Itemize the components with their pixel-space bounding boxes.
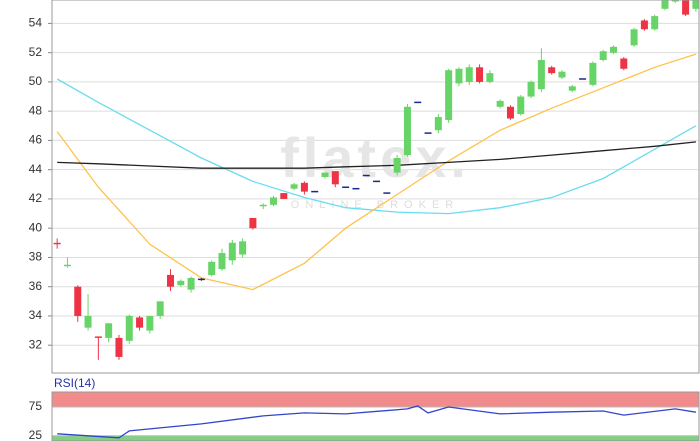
candle-body: [568, 86, 576, 91]
y-tick-label: 25: [29, 428, 43, 441]
rsi-line: [57, 405, 697, 439]
candle-body: [620, 58, 628, 69]
candle-body: [228, 242, 236, 261]
y-tick-label: 46: [29, 133, 43, 147]
watermark-tagline: ONLINE BROKER: [291, 199, 459, 211]
y-tick-label: 36: [29, 279, 43, 293]
candle-body: [94, 336, 102, 338]
candle-body: [527, 81, 535, 97]
y-tick-label: 42: [29, 191, 43, 205]
candle-body: [74, 286, 82, 316]
candle-body: [156, 301, 164, 316]
candle-body: [506, 106, 514, 119]
candle-body: [187, 277, 195, 290]
candle-body: [300, 182, 308, 192]
candle-body: [537, 59, 545, 90]
y-tick-label: 40: [29, 220, 43, 234]
y-tick-label: 32: [29, 337, 43, 351]
candle-body: [403, 106, 411, 156]
candle-body: [166, 274, 174, 287]
moving-average: [56, 53, 697, 291]
candle-body: [496, 100, 504, 107]
y-tick-label: 48: [29, 103, 43, 117]
candle-body: [434, 117, 442, 131]
candle-body: [259, 204, 267, 207]
y-tick-label: 44: [29, 162, 43, 176]
candle-body: [548, 67, 556, 74]
candle-body: [599, 51, 607, 60]
candle-body: [455, 68, 463, 84]
candle-body: [517, 96, 525, 115]
candle-body: [476, 67, 484, 82]
y-tick-label: 38: [29, 250, 43, 264]
candle-body: [558, 71, 566, 78]
candle-body: [609, 46, 617, 53]
candle-body: [218, 253, 226, 270]
candle-body: [177, 280, 185, 286]
candle-body: [682, 0, 690, 15]
candle-body: [331, 171, 339, 185]
y-tick-label: 34: [29, 308, 43, 322]
rsi-title: RSI(14): [54, 376, 95, 390]
y-tick-label: 50: [29, 74, 43, 88]
candle-body: [249, 217, 257, 229]
y-tick-label: 54: [29, 16, 43, 30]
candle-body: [671, 0, 679, 2]
candle-body: [270, 197, 278, 205]
candle-body: [589, 62, 597, 85]
y-tick-label: 52: [29, 45, 43, 59]
candle-body: [692, 0, 700, 9]
candle-body: [146, 315, 154, 331]
candle-body: [393, 157, 401, 173]
candle-body: [445, 70, 453, 120]
watermark: flatex. ONLINE BROKER: [280, 126, 470, 211]
rsi-band-high: [51, 391, 700, 408]
candle-body: [640, 20, 648, 30]
candle-body: [84, 315, 92, 328]
candle-body: [63, 264, 71, 267]
moving-average: [56, 78, 697, 215]
plot-frame: [51, 0, 700, 374]
candle-body: [239, 241, 247, 255]
candle-body: [208, 261, 216, 275]
moving-average: [57, 141, 696, 169]
candle-body: [661, 0, 669, 9]
candle-body: [280, 193, 288, 199]
candle-body: [651, 16, 659, 30]
candle-body: [53, 242, 61, 245]
plot-frame: [51, 391, 700, 441]
candle-body: [125, 315, 133, 341]
candle-body: [486, 73, 494, 82]
candle-body: [136, 317, 144, 328]
candle-body: [465, 67, 473, 82]
candle-body: [290, 184, 298, 189]
candle-body: [105, 323, 113, 338]
y-tick-label: 75: [29, 399, 43, 413]
watermark-logo: flatex.: [280, 126, 470, 189]
candle-body: [630, 29, 638, 46]
candle-body: [321, 172, 329, 177]
candle-body: [115, 337, 123, 357]
rsi-band-low: [52, 435, 699, 441]
